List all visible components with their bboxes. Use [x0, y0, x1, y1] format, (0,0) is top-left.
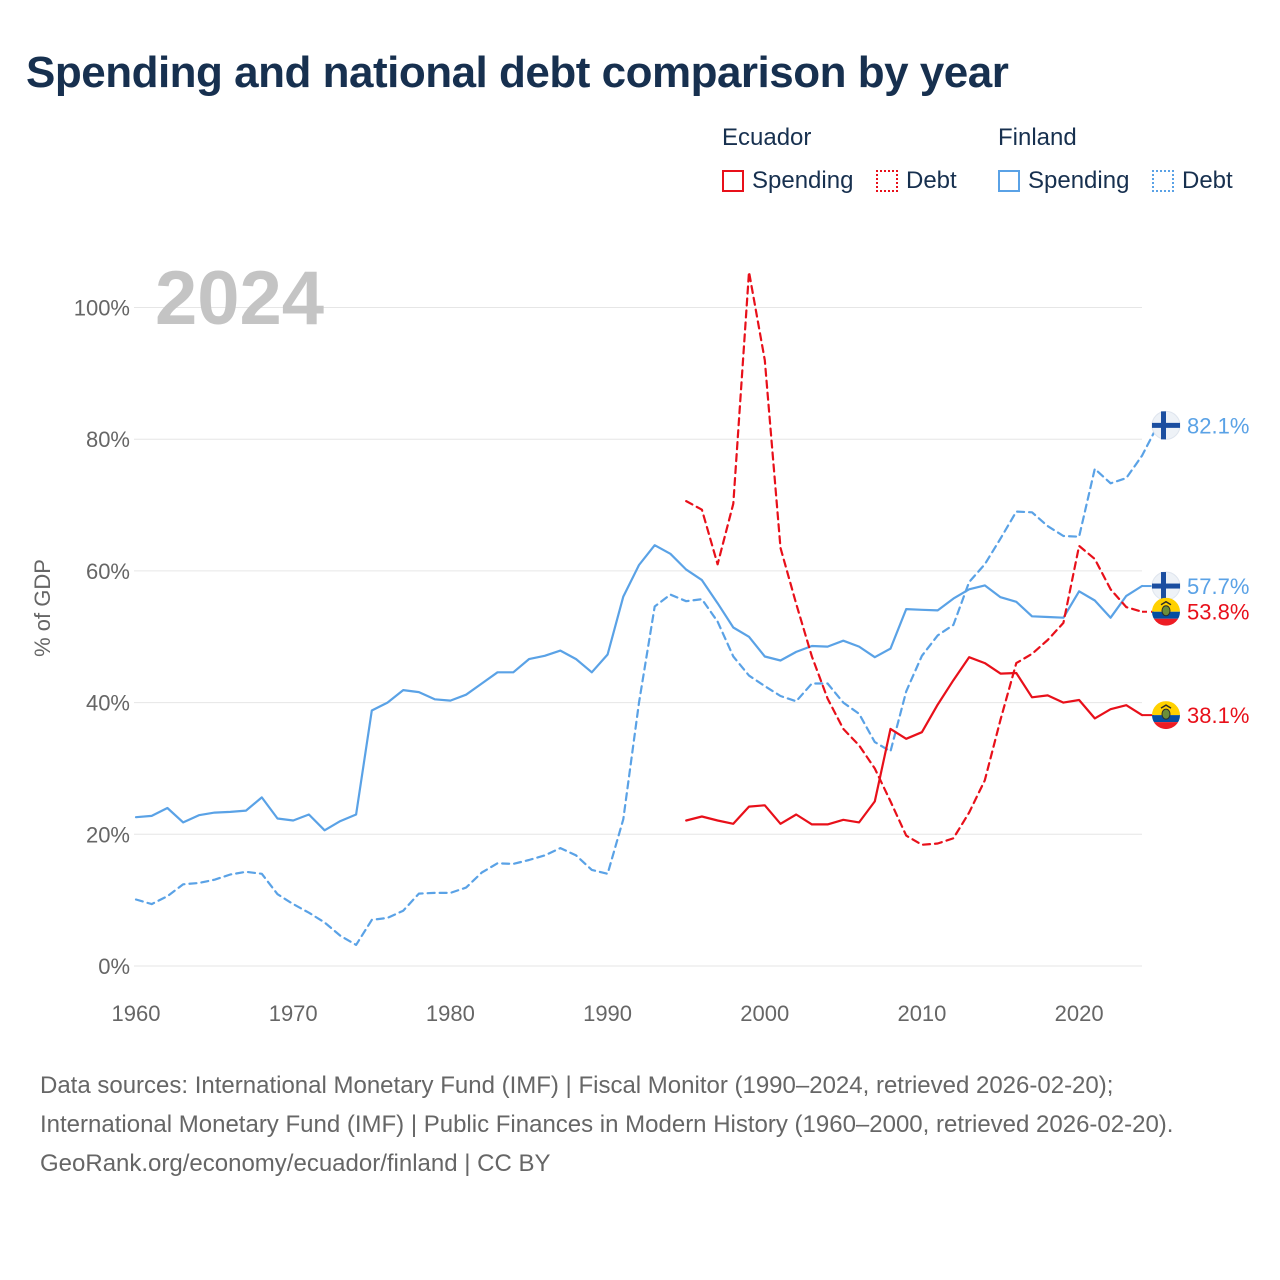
- y-axis-label: % of GDP: [30, 559, 55, 657]
- y-tick-label: 60%: [86, 559, 130, 584]
- gridlines: [134, 307, 1142, 967]
- y-tick-label: 100%: [74, 296, 130, 321]
- line-chart: 2024 0% 20% 40% 60% 80% 100% 1960 1970 1980 1990…: [30, 256, 1249, 1026]
- legend-swatch-dotted: [876, 170, 898, 192]
- legend-label: Spending: [752, 167, 854, 194]
- x-tick-label: 1980: [426, 1001, 475, 1026]
- legend-label: Spending: [1028, 167, 1130, 194]
- series-line-ecuador-spending[interactable]: [685, 656, 1144, 826]
- legend-item-finland-spending[interactable]: Spending: [998, 166, 1129, 196]
- end-markers: 57.7% 82.1% 38.1% 53.8%: [1142, 410, 1249, 730]
- x-tick-label: 1990: [583, 1001, 632, 1026]
- series-line-ecuador-debt[interactable]: [685, 270, 1144, 846]
- legend-group-ecuador: Ecuador: [722, 124, 812, 151]
- finland-flag-icon: [1151, 410, 1181, 440]
- legend-swatch-solid: [998, 170, 1020, 192]
- legend-item-finland-debt[interactable]: Debt: [1152, 166, 1233, 196]
- series-line-finland-spending[interactable]: [134, 544, 1144, 832]
- legend-group-finland: Finland: [998, 124, 1077, 151]
- x-tick-label: 2010: [897, 1001, 946, 1026]
- y-tick-label: 0%: [98, 954, 130, 979]
- legend-swatch-dotted: [1152, 170, 1174, 192]
- series-line-finland-debt[interactable]: [134, 424, 1159, 947]
- end-value-label: 53.8%: [1187, 600, 1249, 625]
- end-value-label: 82.1%: [1187, 413, 1249, 438]
- footer: Data sources: International Monetary Fun…: [40, 1066, 1240, 1183]
- year-watermark: 2024: [155, 256, 324, 341]
- end-value-label: 38.1%: [1187, 703, 1249, 728]
- legend-item-ecuador-debt[interactable]: Debt: [876, 166, 957, 196]
- x-axis-ticks: 1960 1970 1980 1990 2000 2010 2020: [112, 1001, 1104, 1026]
- finland-flag-icon: [1151, 571, 1181, 601]
- x-tick-label: 2020: [1055, 1001, 1104, 1026]
- legend-item-ecuador-spending[interactable]: Spending: [722, 166, 853, 196]
- ecuador-flag-icon: [1152, 701, 1180, 730]
- legend-swatch-solid: [722, 170, 744, 192]
- x-tick-label: 1970: [269, 1001, 318, 1026]
- x-tick-label: 2000: [740, 1001, 789, 1026]
- y-tick-label: 20%: [86, 822, 130, 847]
- legend-label: Debt: [906, 167, 957, 194]
- series-lines: [134, 270, 1159, 947]
- y-tick-label: 80%: [86, 427, 130, 452]
- y-axis-ticks: 0% 20% 40% 60% 80% 100%: [74, 296, 130, 980]
- ecuador-flag-icon: [1152, 597, 1180, 626]
- end-value-label: 57.7%: [1187, 574, 1249, 599]
- x-tick-label: 1960: [112, 1001, 161, 1026]
- data-sources: Data sources: International Monetary Fun…: [40, 1072, 1174, 1138]
- chart-title: Spending and national debt comparison by…: [26, 48, 1009, 97]
- credit-link[interactable]: GeoRank.org/economy/ecuador/finland | CC…: [40, 1150, 551, 1177]
- legend-label: Debt: [1182, 167, 1233, 194]
- y-tick-label: 40%: [86, 691, 130, 716]
